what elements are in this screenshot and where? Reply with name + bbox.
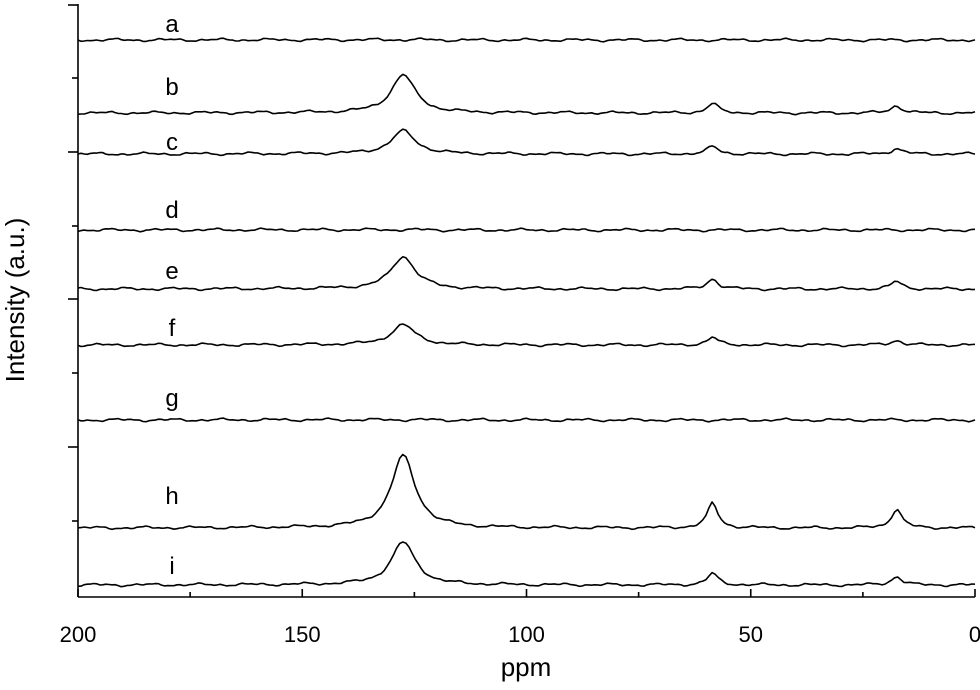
trace-e — [77, 256, 976, 292]
trace-a — [77, 37, 976, 43]
trace-label-h: h — [165, 483, 178, 510]
trace-label-f: f — [169, 315, 176, 342]
x-tick-label-100: 100 — [508, 622, 545, 647]
trace-d — [77, 227, 976, 233]
trace-label-a: a — [165, 11, 179, 38]
trace-i — [77, 541, 976, 588]
trace-label-c: c — [166, 129, 178, 156]
y-axis-ticks — [68, 4, 78, 522]
trace-b — [77, 73, 976, 116]
x-tick-label-150: 150 — [284, 622, 321, 647]
x-axis-ticks: 200 150 100 50 0 — [60, 589, 980, 647]
trace-label-d: d — [165, 197, 178, 224]
x-tick-label-50: 50 — [739, 622, 763, 647]
trace-g — [77, 417, 976, 423]
trace-f — [77, 323, 976, 348]
x-tick-label-0: 0 — [969, 622, 980, 647]
trace-label-e: e — [165, 258, 178, 285]
trace-label-g: g — [165, 385, 178, 412]
trace-label-i: i — [169, 553, 174, 580]
x-axis-title: ppm — [501, 652, 552, 682]
trace-c — [77, 128, 976, 157]
y-axis-title: Intensity (a.u.) — [0, 218, 30, 383]
trace-labels: a b c d e f g h i — [165, 11, 179, 580]
axes — [77, 4, 975, 598]
x-tick-label-200: 200 — [60, 622, 97, 647]
trace-label-b: b — [165, 74, 178, 101]
trace-h — [77, 453, 976, 531]
spectra-traces — [77, 37, 976, 588]
